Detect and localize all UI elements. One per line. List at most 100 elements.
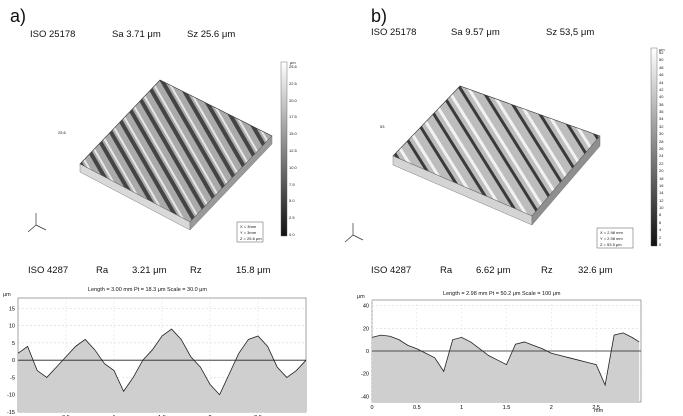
profile-b-rz-value: 32.6 μm: [578, 265, 613, 276]
scale-b-unit: μm: [659, 47, 665, 52]
scale-b-tick-label: 16: [659, 182, 664, 188]
scale-a-tick-label: 22.5: [289, 80, 297, 86]
info-box-a: [236, 221, 264, 243]
profile-b-x-unit: mm: [594, 408, 604, 414]
scale-a-tick-label: 15.0: [289, 131, 297, 137]
scale-b-tick-label: 36: [659, 109, 664, 115]
panel-b-label: b): [371, 6, 388, 26]
scale-b-tick-label: 26: [659, 146, 664, 151]
scale-b-tick-label: 20: [659, 168, 664, 174]
scale-a-tick-label: 20.0: [289, 97, 297, 103]
scale-b-tick-label: 42: [659, 86, 664, 92]
profile-b-unit: μm: [357, 294, 365, 300]
profile-a-rz-value: 15.8 μm: [236, 265, 271, 276]
profile-b-y-tick-label: -40: [361, 394, 369, 400]
profile-a-y-tick-label: 0: [12, 358, 15, 364]
panel-b-iso: ISO 25178: [371, 27, 417, 38]
profile-a-ra-label: Ra: [96, 265, 109, 276]
info-box-a-y: Y = 3mm: [240, 230, 257, 235]
profile-b-x-tick-label: 2: [550, 405, 553, 411]
scale-b-tick-label: 12: [659, 197, 664, 203]
profile-b-rz-label: Rz: [541, 265, 553, 276]
profile-a-caption: Length = 3.00 mm Pt = 18.3 μm Scale = 30…: [88, 287, 207, 293]
color-scale-b: [650, 47, 658, 247]
scale-b-tick-label: 28: [659, 138, 664, 144]
profile-b-profile-line: [371, 332, 640, 387]
profile-a-ra-value: 3.21 μm: [132, 265, 167, 276]
scale-b-tick-label: 46: [659, 72, 664, 78]
surface-a: [79, 79, 273, 231]
scale-b-tick-label: 6: [659, 219, 662, 225]
scale-b-tick-label: 32: [659, 123, 664, 129]
profile-a-y-tick-label: -15: [7, 410, 15, 416]
surface-b: [392, 85, 601, 226]
profile-a-y-tick-label: -10: [7, 393, 15, 399]
scale-a-tick-label: 7.5: [289, 181, 295, 187]
profile-b-ra-label: Ra: [440, 265, 453, 276]
info-box-b-z: Z = 53.5 μm: [600, 242, 622, 247]
surface-b-axis-value: 53: [380, 124, 385, 129]
info-box-b: [596, 227, 634, 249]
axis-triad-b: [344, 223, 364, 243]
scale-b-tick-label: 4: [659, 227, 662, 233]
scale-b-tick-label: 34: [659, 116, 664, 122]
info-box-a-x: X = 3mm: [240, 224, 257, 229]
profile-a-iso: ISO 4287: [28, 265, 69, 276]
scale-b-tick-label: 18: [659, 175, 664, 181]
profile-b-y-tick-label: 40: [363, 304, 369, 310]
color-scale-a: [280, 61, 288, 237]
panel-a-sz: Sz 25.6 μm: [187, 29, 236, 40]
panel-b-sz: Sz 53,5 μm: [546, 27, 595, 38]
profile-b-y-tick-label: -20: [361, 372, 369, 378]
scale-b-tick-label: 2: [659, 234, 662, 240]
scale-b-tick-label: 10: [659, 205, 664, 211]
scale-b-tick-label: 44: [659, 79, 664, 85]
panel-a-sa: Sa 3.71 μm: [112, 29, 161, 40]
scale-b-tick-label: 40: [659, 94, 664, 100]
scale-b-tick-label: 52: [659, 50, 664, 55]
profile-b-y-tick-label: 0: [366, 349, 369, 355]
info-box-a-z: Z = 25.6 μm: [240, 236, 262, 241]
profile-a-y-tick-label: 5: [12, 341, 15, 347]
profile-b-caption: Length = 2.98 mm Pt = 50.2 μm Scale = 10…: [443, 291, 561, 297]
profile-b-ra-value: 6.62 μm: [476, 265, 511, 276]
scale-a-tick-label: 25.6: [289, 64, 297, 69]
scale-b-tick-label: 22: [659, 160, 664, 166]
profile-b-x-tick-label: 0.5: [413, 405, 421, 411]
profile-b-y-tick-label: 20: [363, 326, 369, 332]
profile-a-unit: μm: [3, 292, 11, 298]
profile-b-area-fill: [372, 332, 640, 402]
scale-b-tick-label: 30: [659, 131, 664, 137]
scale-b-tick-label: 0: [659, 242, 662, 247]
profile-a-y-tick-label: 10: [9, 324, 15, 330]
profile-a-rz-label: Rz: [190, 265, 202, 276]
profile-a-area-fill: [18, 329, 306, 412]
scale-b-tick-label: 50: [659, 57, 664, 63]
axis-triad-a: [27, 213, 47, 233]
info-box-b-y: Y = 2.98 mm: [600, 236, 623, 241]
profile-a-y-tick-label: 15: [9, 306, 15, 312]
profile-b-x-tick-label: 0: [370, 405, 373, 411]
scale-a-tick-label: 2.5: [289, 215, 295, 221]
surface-a-axis-value: 25.6: [58, 130, 66, 135]
scale-a-tick-label: 12.5: [289, 148, 297, 153]
profile-b-x-tick-label: 2.5: [592, 405, 600, 411]
panel-a-label: a): [10, 6, 27, 26]
scale-b-tick-label: 8: [659, 212, 662, 218]
scale-b-tick-label: 38: [659, 101, 664, 107]
scale-b-tick-label: 48: [659, 64, 664, 70]
profile-b-iso: ISO 4287: [371, 265, 412, 276]
scale-a-tick-label: 10.0: [289, 164, 297, 170]
scale-a-tick-label: 17.5: [289, 114, 297, 120]
panel-a-iso: ISO 25178: [30, 29, 76, 40]
scale-a-tick-label: 0.0: [289, 232, 295, 237]
profile-a-profile-line: [17, 328, 307, 396]
scale-b-tick-label: 24: [659, 153, 664, 159]
scale-a-unit: μm: [290, 60, 296, 65]
scale-b-tick-label: 14: [659, 190, 664, 196]
profile-a-y-tick-label: -5: [10, 375, 15, 381]
profile-b-x-tick-label: 1.5: [503, 405, 511, 411]
